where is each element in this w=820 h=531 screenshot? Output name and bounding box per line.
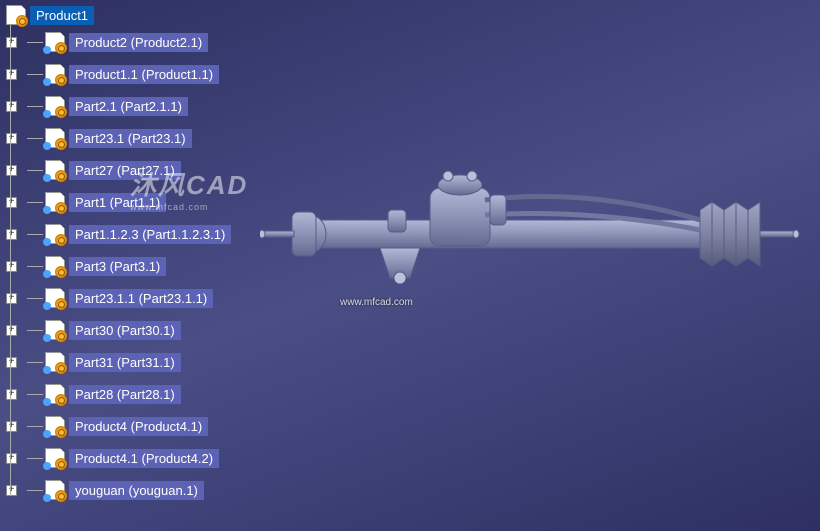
tree-node[interactable]: +Part1 (Part1.1) <box>4 186 820 218</box>
tree-connector <box>27 74 43 75</box>
part-linked-icon <box>45 224 65 244</box>
tree-node[interactable]: + Part31 (Part31.1) <box>4 346 820 378</box>
tree-node[interactable]: + Product4.1 (Product4.2) <box>4 442 820 474</box>
part-linked-icon <box>45 288 65 308</box>
tree-connector <box>27 330 43 331</box>
tree-connector <box>27 106 43 107</box>
part-linked-icon <box>45 352 65 372</box>
tree-connector <box>27 426 43 427</box>
tree-node[interactable]: + Product2 (Product2.1) <box>4 26 820 58</box>
tree-node[interactable]: + Part30 (Part30.1) <box>4 314 820 346</box>
expand-icon[interactable]: + <box>6 389 17 400</box>
expand-icon[interactable]: + <box>6 325 17 336</box>
tree-connector <box>27 202 43 203</box>
expand-icon[interactable]: + <box>6 229 17 240</box>
tree-node[interactable]: + Product4 (Product4.1) <box>4 410 820 442</box>
expand-icon[interactable]: + <box>6 357 17 368</box>
tree-connector <box>27 234 43 235</box>
part-linked-icon <box>45 480 65 500</box>
tree-connector <box>27 298 43 299</box>
tree-node-label[interactable]: Product1.1 (Product1.1) <box>69 65 219 84</box>
tree-node[interactable]: + Part3 (Part3.1) <box>4 250 820 282</box>
tree-node-label[interactable]: youguan (youguan.1) <box>69 481 204 500</box>
tree-node[interactable]: +Part27 (Part27.1) <box>4 154 820 186</box>
tree-node-label[interactable]: Product4.1 (Product4.2) <box>69 449 219 468</box>
tree-connector <box>27 394 43 395</box>
specification-tree[interactable]: Product1 + Product2 (Product2.1) + Product1… <box>0 0 820 506</box>
product-linked-icon <box>45 416 65 436</box>
tree-node-label[interactable]: Part2.1 (Part2.1.1) <box>69 97 188 116</box>
tree-node[interactable]: + Product1.1 (Product1.1) <box>4 58 820 90</box>
tree-root-label[interactable]: Product1 <box>30 6 94 25</box>
tree-connector <box>27 362 43 363</box>
tree-node-label[interactable]: Part1.1.2.3 (Part1.1.2.3.1) <box>69 225 231 244</box>
part-linked-icon <box>45 160 65 180</box>
tree-connector <box>27 138 43 139</box>
tree-node-label[interactable]: Part23.1.1 (Part23.1.1) <box>69 289 213 308</box>
product-linked-icon <box>45 448 65 468</box>
watermark-url: www.mfcad.com <box>340 297 413 308</box>
tree-node-label[interactable]: Part23.1 (Part23.1) <box>69 129 192 148</box>
tree-node-label[interactable]: Part30 (Part30.1) <box>69 321 181 340</box>
expand-icon[interactable]: + <box>6 197 17 208</box>
tree-node[interactable]: + youguan (youguan.1) <box>4 474 820 506</box>
expand-icon[interactable]: + <box>6 485 17 496</box>
expand-icon[interactable]: + <box>6 69 17 80</box>
tree-node-label[interactable]: Part3 (Part3.1) <box>69 257 166 276</box>
expand-icon[interactable]: + <box>6 133 17 144</box>
tree-root-node[interactable]: Product1 <box>4 4 820 26</box>
expand-icon[interactable]: + <box>6 37 17 48</box>
product-linked-icon <box>45 32 65 52</box>
tree-connector <box>27 490 43 491</box>
tree-node[interactable]: + Part28 (Part28.1) <box>4 378 820 410</box>
tree-node-label[interactable]: Part31 (Part31.1) <box>69 353 181 372</box>
tree-connector <box>27 458 43 459</box>
tree-node-label[interactable]: Product2 (Product2.1) <box>69 33 208 52</box>
product-icon <box>6 5 26 25</box>
product-linked-icon <box>45 64 65 84</box>
part-linked-icon <box>45 320 65 340</box>
expand-icon[interactable]: + <box>6 453 17 464</box>
part-linked-icon <box>45 128 65 148</box>
part-linked-icon <box>45 192 65 212</box>
tree-connector-line <box>10 18 11 496</box>
expand-icon[interactable]: + <box>6 165 17 176</box>
tree-connector <box>27 42 43 43</box>
tree-connector <box>27 170 43 171</box>
tree-node[interactable]: + Part23.1 (Part23.1) <box>4 122 820 154</box>
tree-node-label[interactable]: Product4 (Product4.1) <box>69 417 208 436</box>
part-linked-icon <box>45 384 65 404</box>
expand-icon[interactable]: + <box>6 421 17 432</box>
tree-connector <box>27 266 43 267</box>
part-linked-icon <box>45 256 65 276</box>
expand-icon[interactable]: + <box>6 293 17 304</box>
part-linked-icon <box>45 96 65 116</box>
tree-node-label[interactable]: Part28 (Part28.1) <box>69 385 181 404</box>
expand-icon[interactable]: + <box>6 101 17 112</box>
expand-icon[interactable]: + <box>6 261 17 272</box>
watermark-logo: 沐风CAD www.mfcad.com <box>130 165 248 212</box>
tree-node[interactable]: + Part2.1 (Part2.1.1) <box>4 90 820 122</box>
tree-node[interactable]: + Part1.1.2.3 (Part1.1.2.3.1) <box>4 218 820 250</box>
